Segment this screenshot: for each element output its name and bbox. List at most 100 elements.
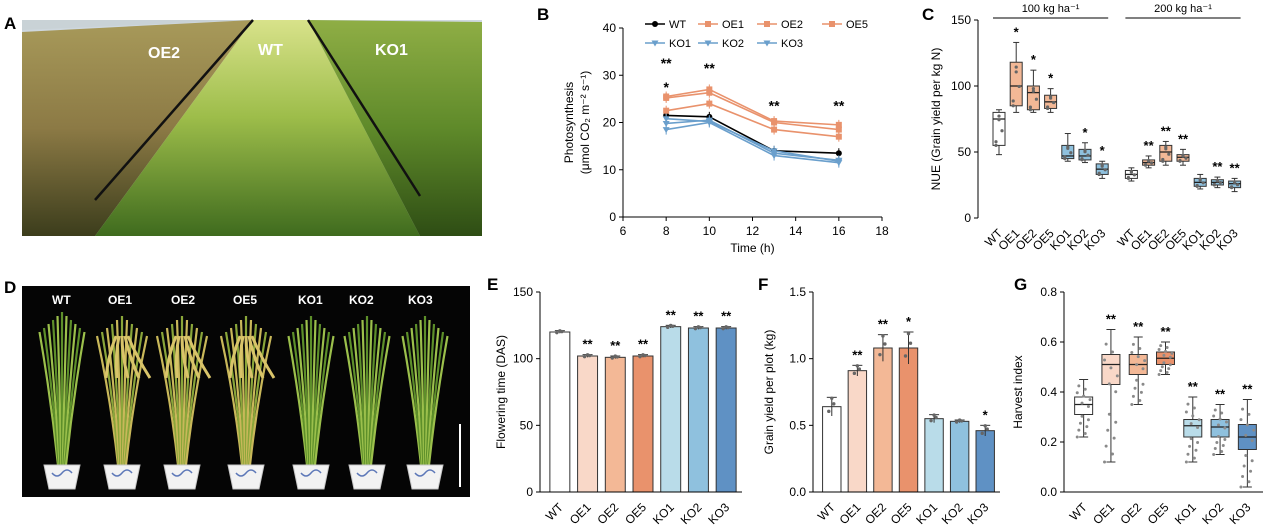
- data-point: [693, 326, 698, 331]
- data-point: [1052, 100, 1056, 105]
- panel-letter-b: B: [537, 5, 549, 24]
- chart-c-category-label: KO3: [1081, 226, 1108, 253]
- data-point: [1189, 437, 1193, 441]
- series-line-wt: [666, 114, 839, 155]
- legend-marker: [763, 40, 771, 47]
- plant-leaf: [42, 327, 60, 466]
- panel-f-yield-chart: F 0.00.51.01.5**** **WTOE1OE2OE5KO1KO2KO3…: [758, 275, 1000, 527]
- plant-pot: [163, 464, 201, 490]
- plant-leaf: [310, 319, 317, 466]
- data-point: [1165, 346, 1169, 350]
- pot-pattern: [51, 469, 73, 477]
- data-point: [1136, 355, 1140, 359]
- data-point: [1236, 183, 1240, 187]
- data-point: [1195, 183, 1199, 188]
- data-point: [1104, 444, 1108, 448]
- series-line-ko1: [666, 121, 839, 164]
- data-point: [1069, 151, 1073, 155]
- data-point: [1107, 412, 1111, 416]
- series-line-oe5: [666, 88, 839, 126]
- data-point: [662, 116, 670, 123]
- plant-leaf: [248, 331, 268, 466]
- data-point: [1230, 185, 1234, 189]
- plant-leaf: [343, 335, 365, 466]
- data-point: [1212, 453, 1216, 456]
- significance-mark: **: [1178, 131, 1189, 146]
- rice-panicle: [183, 335, 201, 379]
- box: [1026, 85, 1040, 111]
- data-point: [1017, 84, 1021, 89]
- data-point: [1186, 402, 1190, 406]
- pot-pattern: [356, 469, 378, 477]
- rice-panicle: [250, 335, 276, 379]
- plant-leaf: [425, 323, 436, 466]
- data-point: [830, 396, 834, 400]
- data-point: [1046, 105, 1050, 109]
- plant-leaf: [356, 323, 367, 466]
- photo-label-oe2: OE2: [148, 45, 180, 62]
- pot-pattern: [111, 469, 133, 477]
- photo-label-ko1: KO1: [375, 42, 408, 59]
- data-point: [1011, 99, 1015, 103]
- data-point: [1075, 391, 1079, 395]
- data-point: [1144, 163, 1148, 167]
- box: [992, 111, 1006, 146]
- panel-letter-a: A: [4, 14, 16, 33]
- data-point: [1150, 161, 1154, 165]
- data-point: [1132, 173, 1136, 177]
- data-point: [558, 329, 562, 333]
- data-point: [1075, 435, 1079, 439]
- data-point: [954, 420, 959, 424]
- data-point: [555, 330, 559, 335]
- box: [1159, 144, 1173, 162]
- rice-panicle: [114, 335, 121, 379]
- data-point: [908, 341, 913, 345]
- data-point: [1245, 423, 1249, 427]
- chart-b-y-tick-label: 40: [603, 21, 617, 35]
- data-point: [1170, 351, 1174, 355]
- chart-f-y-tick-label: 0.5: [789, 418, 806, 432]
- plant-leaf: [367, 323, 378, 466]
- panel-letter-g: G: [1014, 275, 1027, 294]
- data-point: [906, 331, 911, 336]
- legend-label: OE1: [722, 19, 744, 31]
- rice-panicle: [180, 335, 190, 379]
- chart-b-y-label: (μmol CO₂ m⁻² s⁻¹): [578, 71, 592, 175]
- data-point: [932, 413, 936, 417]
- plant-leaf: [361, 319, 368, 466]
- significance-mark: **: [693, 309, 704, 324]
- chart-g-y-label: Harvest index: [1011, 355, 1025, 428]
- chart-g-category-label: OE5: [1145, 500, 1172, 527]
- data-point: [1159, 369, 1163, 373]
- data-point: [613, 354, 617, 358]
- data-point: [1239, 485, 1243, 489]
- plants-group: [38, 312, 449, 490]
- panel-a: A OE2 WT KO1: [4, 14, 482, 236]
- bar-ko2: [687, 327, 709, 493]
- chart-e-category-label: WT: [543, 500, 567, 524]
- chart-f-category-label: WT: [815, 500, 839, 524]
- data-point: [1201, 181, 1205, 185]
- data-point: [1083, 387, 1087, 391]
- plant-leaf: [219, 335, 244, 466]
- data-point: [1131, 342, 1135, 346]
- rice-panicle: [228, 335, 242, 379]
- plant-leaf: [368, 327, 382, 466]
- significance-mark: *: [1048, 71, 1054, 86]
- significance-mark: **: [1144, 138, 1155, 153]
- data-point: [1250, 439, 1254, 443]
- data-point: [1083, 148, 1087, 153]
- chart-c-y-tick-label: 150: [951, 13, 971, 27]
- significance-mark: **: [661, 55, 672, 71]
- chart-f-category-label: KO1: [913, 500, 940, 527]
- data-point: [1085, 425, 1089, 429]
- legend-marker: [651, 40, 659, 47]
- plant-leaf: [160, 331, 180, 466]
- data-point: [1063, 155, 1067, 159]
- plant-leaf: [47, 323, 61, 466]
- data-point: [1080, 414, 1084, 418]
- chart-e-y-tick-label: 100: [513, 352, 533, 366]
- data-point: [1126, 175, 1130, 180]
- bar-ko3: [715, 327, 737, 493]
- plant-leaf: [123, 327, 139, 466]
